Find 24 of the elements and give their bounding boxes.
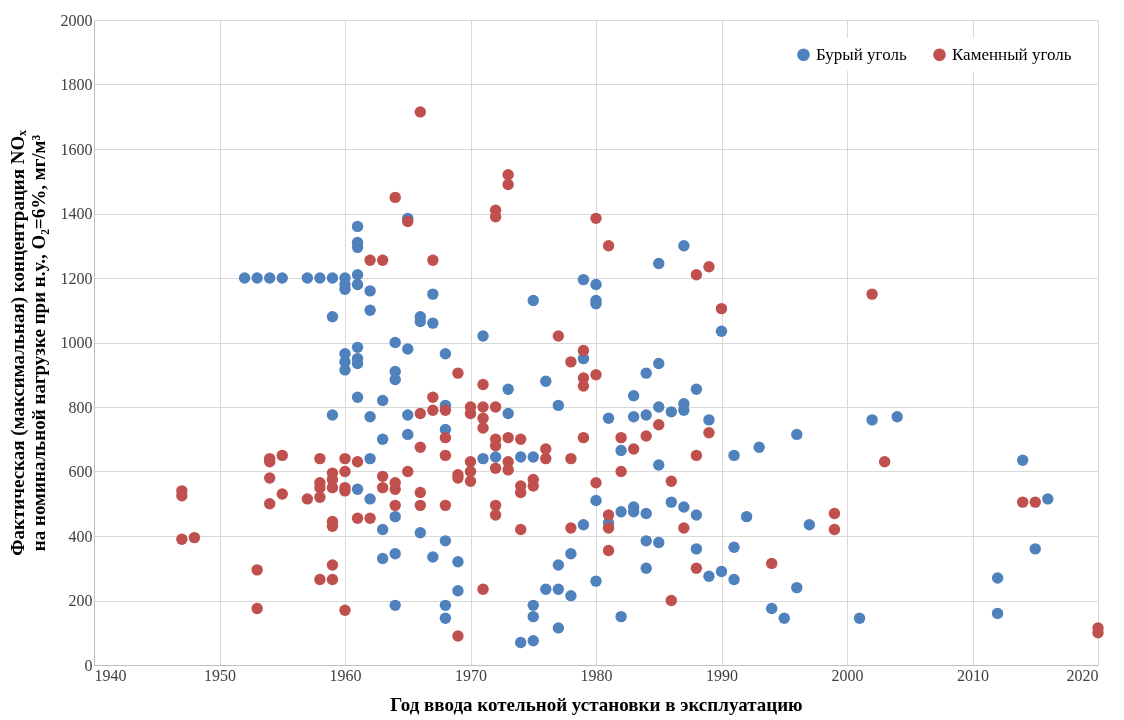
x-tick-label: 1940 — [94, 666, 127, 684]
y-tick-label: 400 — [68, 527, 93, 545]
legend-label: Бурый уголь — [816, 44, 907, 64]
y-tick-label: 1200 — [60, 269, 93, 287]
y-tick-label: 600 — [68, 463, 93, 480]
x-tick-label: 2000 — [831, 666, 864, 684]
x-axis-title: Год ввода котельной установки в эксплуатацию — [390, 693, 803, 715]
x-tick-label: 1950 — [204, 666, 236, 684]
x-tick-label: 1980 — [580, 666, 613, 684]
y-tick-label: 1800 — [60, 76, 93, 93]
y-tick-label: 0 — [84, 656, 93, 674]
x-tick-label: 1960 — [329, 666, 362, 684]
y-tick-label: 1000 — [60, 334, 93, 351]
x-tick-label: 1990 — [706, 666, 738, 684]
x-tick-label: 2020 — [1066, 666, 1099, 684]
y-axis-title: Фактическая (максимальная) концентрация NOₓ на номинальной нагрузке при н.у., O₂=6%, мг/м³ — [6, 129, 49, 556]
x-tick-label: 2010 — [957, 666, 989, 684]
x-tick-label: 1970 — [455, 666, 487, 684]
legend-label: Каменный уголь — [952, 44, 1072, 64]
y-tick-label: 200 — [68, 592, 93, 609]
y-tick-label: 800 — [68, 398, 93, 416]
y-tick-label: 1400 — [60, 205, 93, 222]
y-tick-label: 1600 — [60, 140, 93, 158]
y-tick-label: 2000 — [60, 11, 93, 29]
